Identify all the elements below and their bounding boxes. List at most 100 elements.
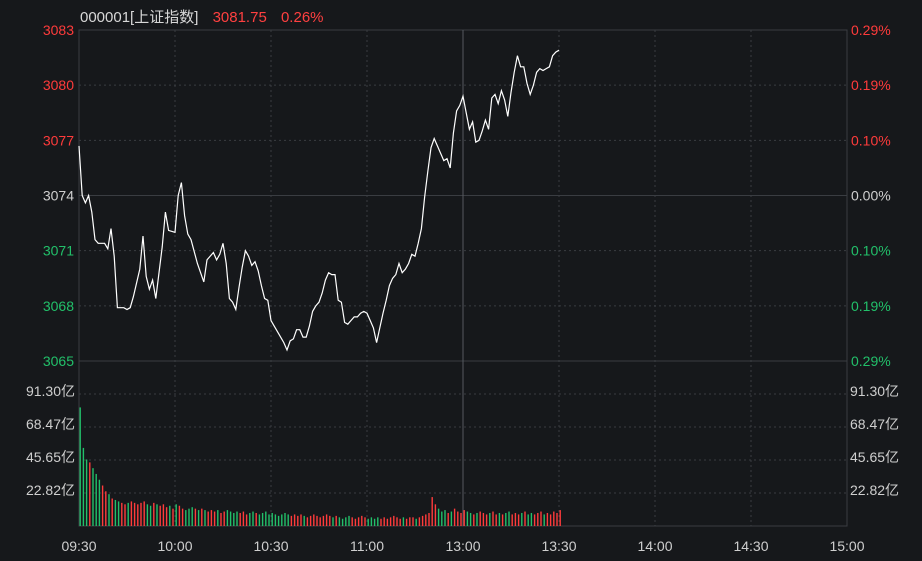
- index-name: 000001[上证指数]: [80, 9, 199, 26]
- volume-tick-label-right: 91.30亿: [850, 383, 899, 399]
- volume-bar: [258, 514, 261, 526]
- volume-bar: [105, 491, 107, 526]
- volume-bar: [537, 512, 539, 526]
- volume-bar: [306, 517, 309, 526]
- volume-bar: [249, 512, 251, 526]
- volume-bar: [338, 517, 341, 526]
- volume-bar: [553, 511, 555, 526]
- volume-bar: [428, 512, 430, 526]
- volume-bar: [485, 514, 488, 526]
- volume-bar: [329, 515, 331, 526]
- percent-tick-label: 0.10%: [851, 132, 891, 148]
- volume-bar: [265, 511, 267, 526]
- volume-bar: [239, 512, 241, 526]
- volume-bar: [533, 514, 536, 526]
- volume-bar: [399, 518, 401, 526]
- volume-bar: [498, 512, 501, 526]
- volume-bar: [245, 514, 248, 526]
- volume-bar: [111, 498, 113, 526]
- volume-bar: [412, 517, 414, 526]
- percent-tick-label: 0.29%: [851, 22, 891, 38]
- volume-bar: [159, 505, 161, 526]
- volume-bar: [226, 510, 229, 526]
- volume-bar: [441, 511, 443, 526]
- volume-bar: [511, 514, 513, 526]
- volume-bar: [130, 501, 133, 526]
- volume-bar: [351, 517, 353, 526]
- chart-header: 000001[上证指数] 3081.75 0.26%: [80, 6, 334, 27]
- volume-bar: [370, 517, 373, 526]
- volume-bar: [521, 512, 523, 526]
- volume-bar: [325, 514, 328, 526]
- volume-bar: [322, 515, 325, 526]
- volume-bar: [447, 512, 449, 526]
- time-tick-label: 09:30: [61, 538, 96, 554]
- volume-bar: [316, 515, 318, 526]
- volume-bar: [473, 514, 475, 526]
- volume-bar: [524, 511, 526, 526]
- volume-bar: [309, 515, 312, 526]
- volume-bar: [236, 511, 238, 526]
- volume-bar: [457, 511, 459, 526]
- volume-bar: [437, 508, 440, 526]
- volume-bar: [101, 485, 104, 526]
- volume-bar: [393, 515, 395, 526]
- volume-bar: [396, 517, 398, 526]
- volume-bar: [361, 515, 363, 526]
- volume-bar: [133, 502, 136, 526]
- percent-tick-label: 0.19%: [851, 298, 891, 314]
- volume-bar: [242, 511, 245, 526]
- price-tick-label: 3065: [43, 353, 74, 369]
- volume-bar: [204, 510, 206, 526]
- volume-bar: [213, 511, 216, 526]
- volume-bar: [389, 517, 392, 526]
- axis-labels: 3083 0.29% 3080 0.19% 3077 0.10% 3074 0.00% 3071…: [26, 22, 899, 554]
- volume-bar: [549, 514, 552, 526]
- volume-bar: [501, 514, 504, 526]
- volume-bar: [540, 511, 542, 526]
- volume-bar: [281, 514, 283, 526]
- volume-bar: [373, 518, 376, 526]
- volume-bar: [188, 508, 190, 526]
- volume-bar: [402, 517, 405, 526]
- volume-bar: [556, 512, 558, 526]
- volume-bar: [313, 514, 315, 526]
- volume-tick-label-right: 22.82亿: [850, 482, 899, 498]
- volume-bar: [201, 508, 203, 526]
- volume-bar: [95, 473, 97, 526]
- volume-bar: [85, 459, 88, 526]
- volume-bar: [434, 504, 437, 526]
- volume-bar: [162, 504, 165, 526]
- volume-bar: [82, 447, 85, 526]
- volume-tick-label-right: 68.47亿: [850, 416, 899, 432]
- time-tick-label: 11:00: [350, 538, 384, 554]
- volume-bar: [444, 510, 446, 526]
- volume-bar: [252, 511, 254, 526]
- volume-bar: [217, 510, 219, 526]
- volume-bar: [220, 512, 222, 526]
- volume-bar: [514, 512, 517, 526]
- volume-bar: [543, 514, 545, 526]
- volume-bar: [153, 502, 155, 526]
- volume-bar: [450, 511, 453, 526]
- volume-bar: [345, 517, 347, 526]
- volume-bar: [290, 515, 293, 526]
- volume-bar: [191, 507, 193, 526]
- price-tick-label: 3080: [43, 77, 74, 93]
- volume-bar: [482, 512, 485, 526]
- volume-tick-label-right: 45.65亿: [850, 449, 899, 465]
- volume-bar: [300, 514, 302, 526]
- volume-bar: [489, 512, 491, 526]
- volume-bar: [505, 512, 507, 526]
- volume-bar: [508, 511, 510, 526]
- volume-bar: [194, 508, 197, 526]
- chart-grid: [78, 29, 848, 527]
- price-tick-label: 3068: [43, 298, 74, 314]
- price-tick-label: 3077: [43, 132, 74, 148]
- volume-bar: [386, 518, 389, 526]
- volume-bar: [108, 494, 110, 526]
- volume-bar: [149, 505, 152, 526]
- volume-bar: [165, 507, 168, 526]
- volume-tick-label: 22.82亿: [26, 482, 75, 498]
